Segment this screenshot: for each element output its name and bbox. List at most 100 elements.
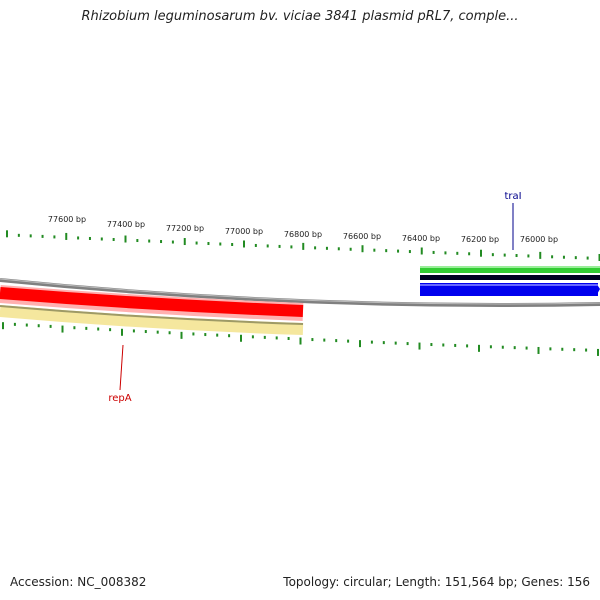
minor-tick [456,251,459,255]
major-tick [359,340,361,348]
major-tick [183,238,186,246]
gene-green-highlight [420,266,600,268]
major-tick [243,240,245,248]
scale-label: 76800 bp [284,230,322,239]
minor-tick [337,247,340,251]
minor-tick [394,341,397,345]
major-tick [6,230,8,238]
minor-tick [25,323,28,327]
minor-tick [573,348,576,352]
major-tick [65,232,68,240]
minor-tick [382,341,385,345]
minor-tick [156,330,159,334]
minor-tick [266,244,269,248]
scale-label: 77000 bp [225,227,263,236]
minor-tick [207,242,210,246]
major-tick [240,334,242,342]
minor-tick [335,339,338,343]
major-tick [124,235,127,243]
repA-label[interactable]: repA [108,393,131,404]
major-tick [418,342,421,350]
minor-tick [290,245,293,249]
minor-tick [347,339,350,343]
minor-tick [585,348,588,352]
major-tick [180,331,183,339]
minor-tick [49,324,52,328]
minor-tick [73,326,76,330]
repA-label-line [119,344,124,391]
minor-tick [468,252,471,256]
scale-labels: 77600 bp 77400 bp 77200 bp 77000 bp 76800 bp… [48,215,558,244]
upper-scale-ticks [6,230,600,261]
minor-tick [444,251,447,255]
minor-tick [406,342,409,346]
minor-tick [168,331,171,335]
map-title: Rhizobium leguminosarum bv. viciae 3841 … [81,9,519,24]
gene-green-feature[interactable] [420,266,600,273]
minor-tick [109,328,112,332]
minor-tick [454,343,457,347]
minor-tick [228,334,231,338]
minor-tick [561,347,564,351]
minor-tick [13,322,16,326]
minor-tick [53,235,56,239]
accession-text: Accession: NC_008382 [10,575,147,589]
backbone-track [0,278,600,307]
minor-tick [527,254,530,258]
minor-tick [231,242,234,246]
major-tick [61,325,64,333]
minor-tick [254,243,257,247]
minor-tick [503,253,506,257]
major-tick [299,337,302,345]
minor-tick [373,248,376,252]
traI-label[interactable]: traI [504,191,521,202]
minor-tick [278,244,281,248]
topology-info-text: Topology: circular; Length: 151,564 bp; … [283,575,590,589]
minor-tick [85,326,88,330]
minor-tick [219,242,222,246]
minor-tick [136,239,139,243]
minor-tick [551,255,554,259]
minor-tick [325,246,328,250]
minor-tick [432,250,435,254]
major-tick [537,346,540,354]
minor-tick [397,249,400,253]
gene-blue-arrowhead [596,283,600,296]
minor-tick [100,237,103,241]
gene-blue-highlight [420,284,598,286]
minor-tick [513,346,516,350]
minor-tick [216,333,219,337]
minor-tick [549,347,552,351]
minor-tick [349,247,352,251]
minor-tick [171,240,174,244]
minor-tick [29,234,32,238]
scale-label: 76200 bp [461,235,499,244]
scale-label: 76400 bp [402,234,440,243]
minor-tick [370,340,373,344]
minor-tick [489,345,492,349]
major-tick [478,344,480,352]
minor-tick [442,343,445,347]
gene-repA-feature[interactable] [0,287,304,317]
minor-tick [525,346,528,350]
minor-tick [314,246,317,250]
minor-tick [37,324,40,328]
minor-tick [311,338,314,342]
minor-tick [491,253,494,257]
minor-tick [251,335,254,339]
minor-tick [574,256,577,260]
major-tick [480,249,482,257]
major-tick [420,247,423,255]
minor-tick [204,333,207,337]
minor-tick [501,345,504,349]
minor-tick [275,336,278,340]
gene-yellow-feature[interactable] [0,305,304,335]
gene-black-feature[interactable] [420,275,600,280]
major-tick [597,348,599,356]
scale-label: 77600 bp [48,215,86,224]
scale-label: 77400 bp [107,220,145,229]
gene-blue-feature[interactable] [420,283,598,296]
scale-label: 77200 bp [166,224,204,233]
minor-tick [97,327,100,331]
